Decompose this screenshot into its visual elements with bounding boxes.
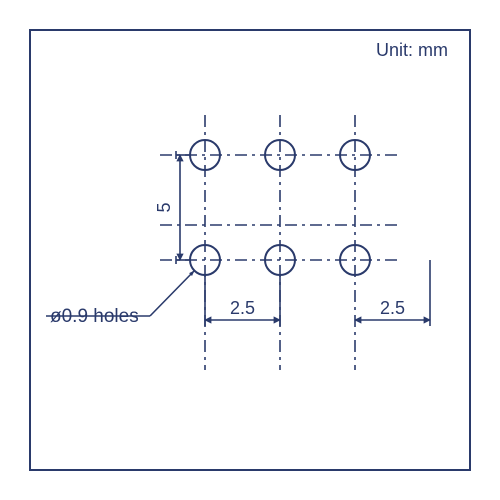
- engineering-drawing: Unit: mm 5 2.5 2.5 ø0.9 holes: [0, 0, 500, 500]
- drawing-frame: [30, 30, 470, 470]
- dimension-label-right: 2.5: [380, 298, 405, 318]
- dimension-label-left: 2.5: [230, 298, 255, 318]
- unit-label: Unit: mm: [376, 40, 448, 60]
- dimension-label-vertical: 5: [154, 202, 174, 212]
- diagram-container: Unit: mm 5 2.5 2.5 ø0.9 holes: [0, 0, 500, 500]
- leader-line: [150, 271, 195, 317]
- hole-spec-label: ø0.9 holes: [50, 306, 139, 327]
